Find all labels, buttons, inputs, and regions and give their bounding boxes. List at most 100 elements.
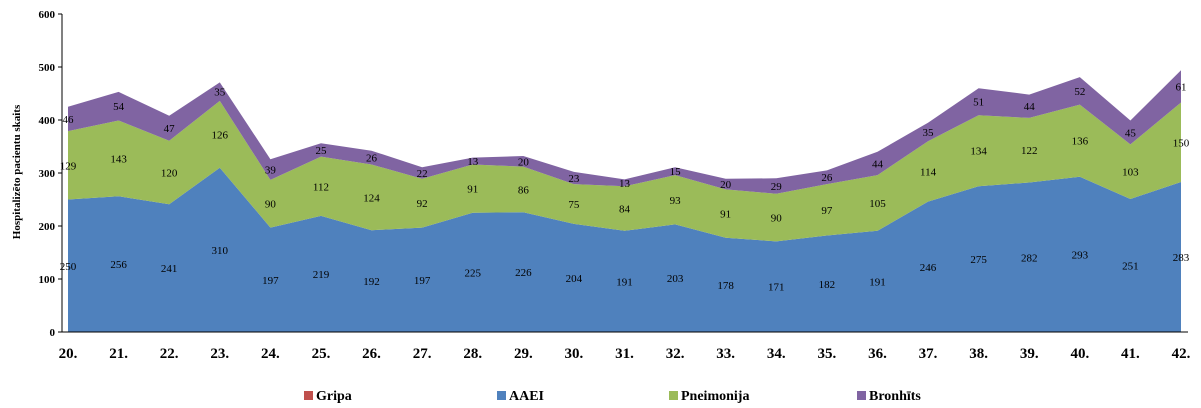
legend-swatch	[497, 391, 506, 400]
data-label: 197	[414, 275, 431, 287]
data-label: 23	[568, 173, 580, 185]
data-label: 178	[717, 280, 734, 292]
data-label: 39	[265, 165, 277, 177]
data-label: 97	[821, 205, 833, 217]
data-label: 191	[869, 276, 886, 288]
data-label: 25	[315, 145, 327, 157]
legend: Gripa AAEI Pneimonija Bronhīts	[304, 389, 921, 404]
legend-swatch	[669, 391, 678, 400]
data-label: 93	[670, 195, 682, 207]
data-label: 29	[771, 181, 783, 193]
area-aaei	[68, 167, 1181, 332]
data-label: 275	[970, 254, 987, 266]
data-label: 114	[920, 166, 937, 178]
y-tick-label: 0	[50, 327, 56, 339]
data-label: 46	[63, 114, 75, 126]
x-tick-label: 34.	[767, 346, 786, 362]
y-tick-label: 100	[39, 274, 56, 286]
y-tick-label: 200	[39, 221, 56, 233]
data-label: 91	[467, 184, 478, 196]
data-label: 124	[363, 192, 380, 204]
data-label: 136	[1072, 136, 1089, 148]
data-label: 150	[1173, 137, 1190, 149]
data-label: 241	[161, 263, 178, 275]
data-label: 112	[313, 181, 329, 193]
x-tick-label: 37.	[919, 346, 938, 362]
data-label: 90	[265, 199, 277, 211]
x-tick-label: 23.	[210, 346, 229, 362]
x-tick-label: 33.	[716, 346, 735, 362]
data-label: 250	[60, 261, 77, 273]
data-label: 103	[1122, 167, 1139, 179]
legend-swatch	[304, 391, 313, 400]
data-label: 105	[869, 198, 886, 210]
data-label: 44	[1024, 101, 1036, 113]
x-tick-label: 32.	[666, 346, 685, 362]
data-label: 204	[566, 273, 583, 285]
data-label: 13	[619, 178, 631, 190]
data-label: 225	[464, 267, 481, 279]
legend-label: Pneimonija	[681, 389, 749, 404]
x-tick-label: 31.	[615, 346, 634, 362]
legend-label: Gripa	[316, 389, 352, 404]
data-label: 45	[1125, 127, 1137, 139]
data-label: 52	[1074, 86, 1085, 98]
area-pneimonija	[68, 100, 1181, 242]
data-label: 191	[616, 276, 633, 288]
data-label: 35	[923, 127, 935, 139]
x-tick-label: 25.	[312, 346, 331, 362]
x-tick-label: 28.	[463, 346, 482, 362]
data-label: 120	[161, 167, 178, 179]
data-label: 171	[768, 282, 785, 294]
x-tick-label: 35.	[817, 346, 836, 362]
data-label: 54	[113, 101, 125, 113]
data-label: 91	[720, 209, 731, 221]
y-tick-label: 300	[39, 168, 56, 180]
data-label: 246	[920, 262, 937, 274]
data-label: 134	[970, 146, 987, 158]
data-label: 35	[214, 87, 226, 99]
data-label: 61	[1176, 81, 1187, 93]
x-tick-label: 41.	[1121, 346, 1140, 362]
x-tick-label: 22.	[160, 346, 179, 362]
area-bronh-ts	[68, 70, 1181, 194]
x-tick-label: 29.	[514, 346, 533, 362]
data-label: 47	[164, 123, 176, 135]
data-label: 84	[619, 204, 631, 216]
data-label: 22	[417, 168, 428, 180]
data-label: 92	[417, 198, 428, 210]
data-label: 26	[821, 172, 833, 184]
x-tick-label: 42.	[1172, 346, 1191, 362]
data-label: 13	[467, 156, 479, 168]
data-label: 219	[313, 269, 330, 281]
axes: 0 100 200 300 400 500 600 20. 21. 22. 23. 24. 25. 26.…	[39, 9, 1191, 362]
x-tick-label: 40.	[1070, 346, 1089, 362]
data-label: 256	[110, 259, 127, 271]
data-label: 26	[366, 153, 378, 165]
data-label: 20	[720, 179, 732, 191]
legend-swatch	[857, 391, 866, 400]
y-tick-label: 600	[39, 9, 56, 21]
data-label: 20	[518, 156, 530, 168]
data-label: 90	[771, 213, 783, 225]
data-label: 282	[1021, 252, 1038, 264]
data-label: 293	[1072, 249, 1089, 261]
x-tick-label: 39.	[1020, 346, 1039, 362]
data-label: 15	[670, 166, 682, 178]
data-label: 143	[110, 153, 127, 165]
data-label: 251	[1122, 260, 1139, 272]
y-tick-label: 500	[39, 62, 56, 74]
data-label: 126	[212, 129, 229, 141]
y-tick-label: 400	[39, 115, 56, 127]
legend-label: Bronhīts	[869, 389, 921, 404]
x-tick-label: 20.	[59, 346, 78, 362]
data-label: 86	[518, 184, 530, 196]
x-tick-label: 38.	[969, 346, 988, 362]
data-label: 310	[212, 245, 229, 257]
data-label: 192	[363, 276, 380, 288]
data-label: 283	[1173, 252, 1190, 264]
data-label: 51	[973, 97, 984, 109]
data-label: 182	[819, 279, 836, 291]
